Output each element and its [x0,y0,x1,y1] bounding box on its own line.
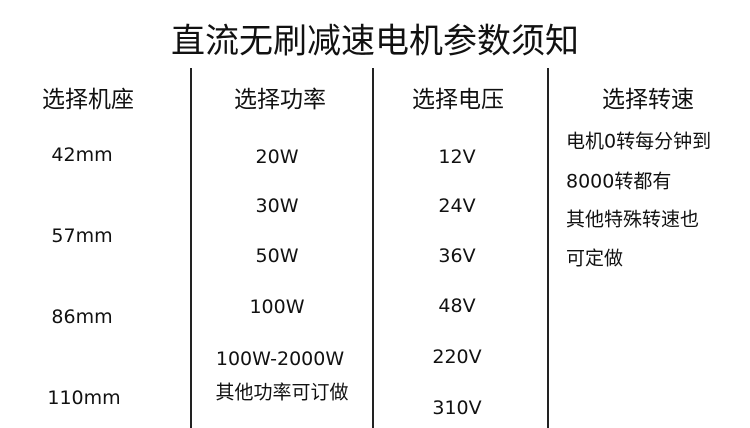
power-item: 20W [255,146,299,168]
frame-size-item: 57mm [51,225,113,247]
voltage-item: 220V [432,346,482,368]
voltage-item: 310V [432,397,482,419]
voltage-item: 12V [438,146,476,168]
speed-note-line: 其他特殊转速也 [566,208,700,231]
header-voltage: 选择电压 [412,87,504,113]
speed-note-line: 电机0转每分钟到 [566,130,712,153]
power-item: 50W [255,245,299,267]
voltage-item: 24V [438,195,476,217]
header-speed: 选择转速 [602,87,694,113]
frame-size-item: 86mm [51,306,113,328]
page-title: 直流无刷减速电机参数须知 [171,21,579,62]
frame-size-item: 110mm [47,387,121,409]
voltage-item: 36V [438,245,476,267]
power-item: 100W [249,296,305,318]
power-item: 100W-2000W [215,348,345,370]
column-divider [372,68,374,428]
header-power: 选择功率 [234,87,326,113]
header-frame-size: 选择机座 [42,87,134,113]
power-item: 30W [255,195,299,217]
frame-size-item: 42mm [51,144,113,166]
power-item: 其他功率可订做 [215,381,349,404]
speed-note-line: 可定做 [566,247,624,270]
column-divider [190,68,192,428]
speed-note-line: 8000转都有 [566,170,672,193]
voltage-item: 48V [438,295,476,317]
column-divider [547,68,549,428]
